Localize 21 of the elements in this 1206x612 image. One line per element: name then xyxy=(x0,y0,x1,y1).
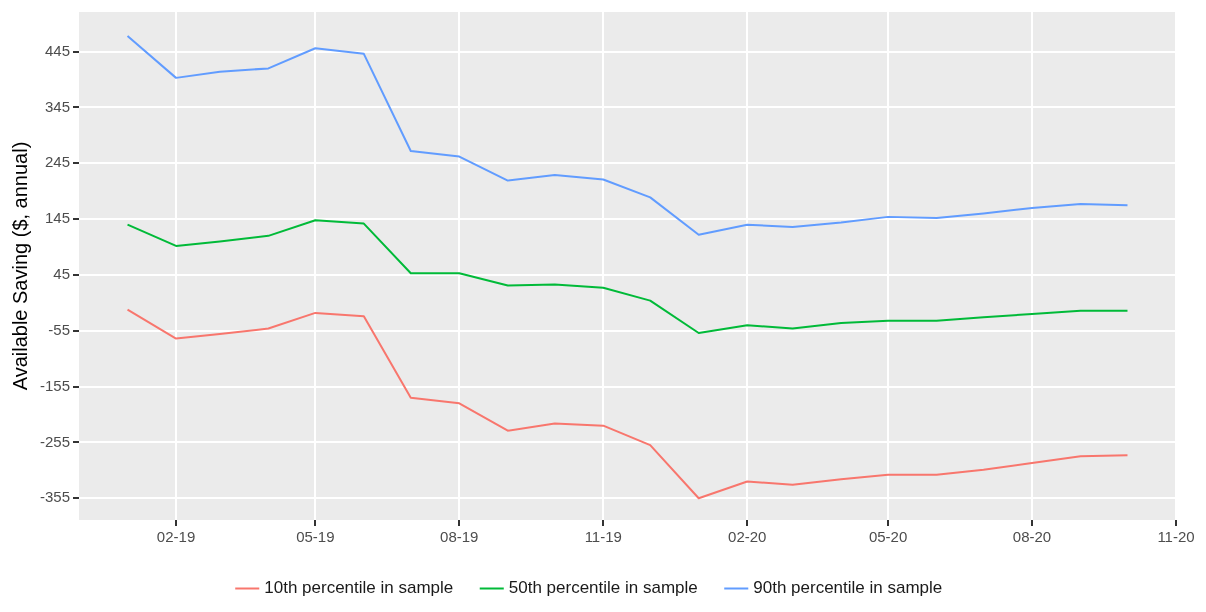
legend-label: 90th percentile in sample xyxy=(753,578,943,598)
legend-label: 10th percentile in sample xyxy=(264,578,454,598)
x-tick-label: 11-20 xyxy=(1157,528,1195,546)
legend-label: 50th percentile in sample xyxy=(508,578,698,598)
y-tick-label: -155 xyxy=(39,376,71,394)
y-tick-label: -55 xyxy=(48,320,71,338)
x-tick-label: 05-19 xyxy=(296,528,335,546)
y-tick-label: -255 xyxy=(39,432,71,450)
x-tick-label: 02-19 xyxy=(156,528,196,546)
y-axis-title: Available Saving ($, annual) xyxy=(8,141,31,391)
x-tick-label: 08-19 xyxy=(440,528,479,546)
y-tick-label: 45 xyxy=(53,265,71,283)
x-tick-label: 11-19 xyxy=(584,528,622,546)
x-tick-label: 08-20 xyxy=(1012,528,1052,546)
x-tick-label: 02-20 xyxy=(728,528,767,546)
y-tick-label: -355 xyxy=(39,488,71,506)
y-tick-label: 145 xyxy=(44,209,71,227)
y-tick-label: 445 xyxy=(44,41,71,59)
y-tick-label: 345 xyxy=(44,97,71,115)
y-tick-label: 245 xyxy=(44,153,71,171)
x-tick-label: 05-20 xyxy=(868,528,908,546)
